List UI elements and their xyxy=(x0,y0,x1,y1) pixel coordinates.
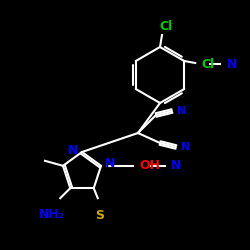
Text: Cl: Cl xyxy=(201,58,214,70)
Text: NH₂: NH₂ xyxy=(39,208,65,221)
Text: N: N xyxy=(171,159,181,172)
Text: N: N xyxy=(68,144,78,156)
Text: N: N xyxy=(227,58,237,70)
Text: Cl: Cl xyxy=(160,20,172,34)
Text: N: N xyxy=(177,106,186,116)
Text: S: S xyxy=(95,209,104,222)
Text: N: N xyxy=(181,142,190,152)
Text: N: N xyxy=(105,157,116,170)
Text: OH: OH xyxy=(139,159,160,172)
